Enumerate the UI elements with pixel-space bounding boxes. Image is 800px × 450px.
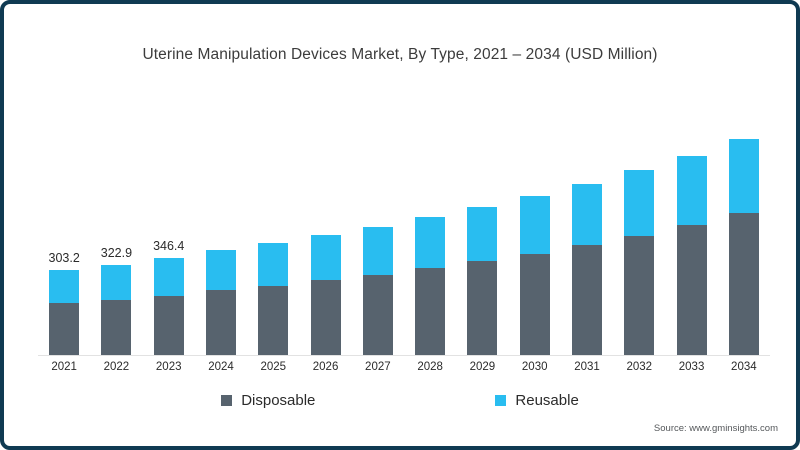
chart-title: Uterine Manipulation Devices Market, By … xyxy=(142,46,658,63)
bar-segment-disposable[interactable] xyxy=(206,290,236,355)
x-axis-tick-label: 2024 xyxy=(208,361,234,373)
legend-label-disposable: Disposable xyxy=(241,392,316,409)
bar-segment-disposable[interactable] xyxy=(467,261,498,355)
bar-segment-reusable[interactable] xyxy=(310,235,341,281)
bar-group[interactable] xyxy=(206,104,236,355)
bar-segment-disposable[interactable] xyxy=(519,253,550,355)
plot-area: 303.2 322.9 346.4 xyxy=(38,104,770,355)
bar-group[interactable] xyxy=(572,104,602,355)
bar-segment-reusable[interactable] xyxy=(467,206,498,262)
bar-group[interactable] xyxy=(467,104,498,355)
x-axis-tick-label: 2027 xyxy=(365,361,391,373)
bar-stack[interactable] xyxy=(206,250,236,355)
bar-segment-disposable[interactable] xyxy=(362,274,393,355)
x-axis-line xyxy=(38,355,770,356)
bar-segment-reusable[interactable] xyxy=(572,183,602,246)
bar-segment-disposable[interactable] xyxy=(258,285,289,355)
bar-segment-reusable[interactable] xyxy=(624,170,655,236)
x-axis-tick-label: 2029 xyxy=(469,361,496,373)
bar-segment-disposable[interactable] xyxy=(572,245,602,355)
x-axis-tick-label: 2022 xyxy=(103,361,130,373)
bar-group[interactable]: 346.4 xyxy=(153,104,184,355)
bar-group[interactable] xyxy=(728,104,759,355)
bar-group[interactable]: 322.9 xyxy=(101,104,132,355)
bar-segment-reusable[interactable] xyxy=(206,250,236,291)
x-axis-tick-label: 2025 xyxy=(260,361,287,373)
legend-item-disposable[interactable]: Disposable xyxy=(221,392,315,409)
x-axis-tick-label: 2031 xyxy=(574,361,600,373)
bar-segment-reusable[interactable] xyxy=(415,217,446,269)
x-axis-tick-label: 2032 xyxy=(626,361,653,373)
bar-stack[interactable] xyxy=(572,183,602,355)
bar-segment-disposable[interactable] xyxy=(310,280,341,355)
legend-label-reusable: Reusable xyxy=(515,392,579,409)
bar-segment-disposable[interactable] xyxy=(676,225,707,355)
square-swatch-icon xyxy=(495,395,507,406)
bar-segment-disposable[interactable] xyxy=(49,303,80,355)
chart-legend: Disposable Reusable xyxy=(4,392,796,409)
source-note: Source: www.gminsights.com xyxy=(653,423,778,434)
x-axis-tick-label: 2028 xyxy=(417,361,443,373)
bar-stack[interactable] xyxy=(310,235,341,355)
bar-stack[interactable]: 346.4 xyxy=(153,239,184,355)
bar-stack[interactable] xyxy=(415,217,446,355)
bar-stack[interactable] xyxy=(467,206,498,355)
bar-segment-reusable[interactable] xyxy=(676,155,707,226)
bar-stack[interactable] xyxy=(362,226,393,355)
bar-group[interactable]: 303.2 xyxy=(49,104,80,355)
bar-segment-disposable[interactable] xyxy=(728,213,759,355)
bar-group[interactable] xyxy=(415,104,446,355)
bar-segment-reusable[interactable] xyxy=(49,270,80,304)
x-axis-tick-labels: 2021 2022 2023 2024 2025 2026 2027 2028 2029 2030… xyxy=(38,361,770,381)
bar-segment-disposable[interactable] xyxy=(101,299,132,355)
x-axis-tick-label: 2021 xyxy=(51,361,77,373)
legend-item-reusable[interactable]: Reusable xyxy=(495,392,579,409)
bar-stack[interactable]: 322.9 xyxy=(101,246,132,355)
x-axis-tick-label: 2030 xyxy=(521,361,548,373)
bar-segment-reusable[interactable] xyxy=(728,139,759,214)
x-axis-tick-label: 2026 xyxy=(312,361,339,373)
bar-value-label: 322.9 xyxy=(100,245,133,260)
bar-segment-reusable[interactable] xyxy=(101,264,132,300)
bar-stack[interactable] xyxy=(728,139,759,355)
x-axis-tick-label: 2034 xyxy=(731,361,757,373)
bar-group[interactable] xyxy=(362,104,393,355)
bar-stack[interactable] xyxy=(258,243,289,355)
bar-stack[interactable] xyxy=(519,195,550,355)
bar-segment-disposable[interactable] xyxy=(624,235,655,355)
bar-stack[interactable]: 303.2 xyxy=(49,251,80,355)
bar-group[interactable] xyxy=(310,104,341,355)
x-axis-tick-label: 2023 xyxy=(155,361,182,373)
bar-segment-disposable[interactable] xyxy=(153,295,184,355)
bar-group[interactable] xyxy=(624,104,655,355)
x-axis-tick-label: 2033 xyxy=(678,361,705,373)
bar-segment-reusable[interactable] xyxy=(362,226,393,275)
bar-segment-disposable[interactable] xyxy=(415,268,446,355)
bar-group[interactable] xyxy=(519,104,550,355)
bar-segment-reusable[interactable] xyxy=(153,258,184,296)
bar-value-label: 303.2 xyxy=(48,251,80,266)
bar-value-label: 346.4 xyxy=(153,239,185,254)
square-swatch-icon xyxy=(221,395,233,406)
bar-group[interactable] xyxy=(676,104,707,355)
bar-stack[interactable] xyxy=(676,155,707,355)
bar-stack[interactable] xyxy=(624,170,655,355)
bar-segment-reusable[interactable] xyxy=(258,243,289,286)
bar-group[interactable] xyxy=(258,104,289,355)
bar-segment-reusable[interactable] xyxy=(519,195,550,254)
